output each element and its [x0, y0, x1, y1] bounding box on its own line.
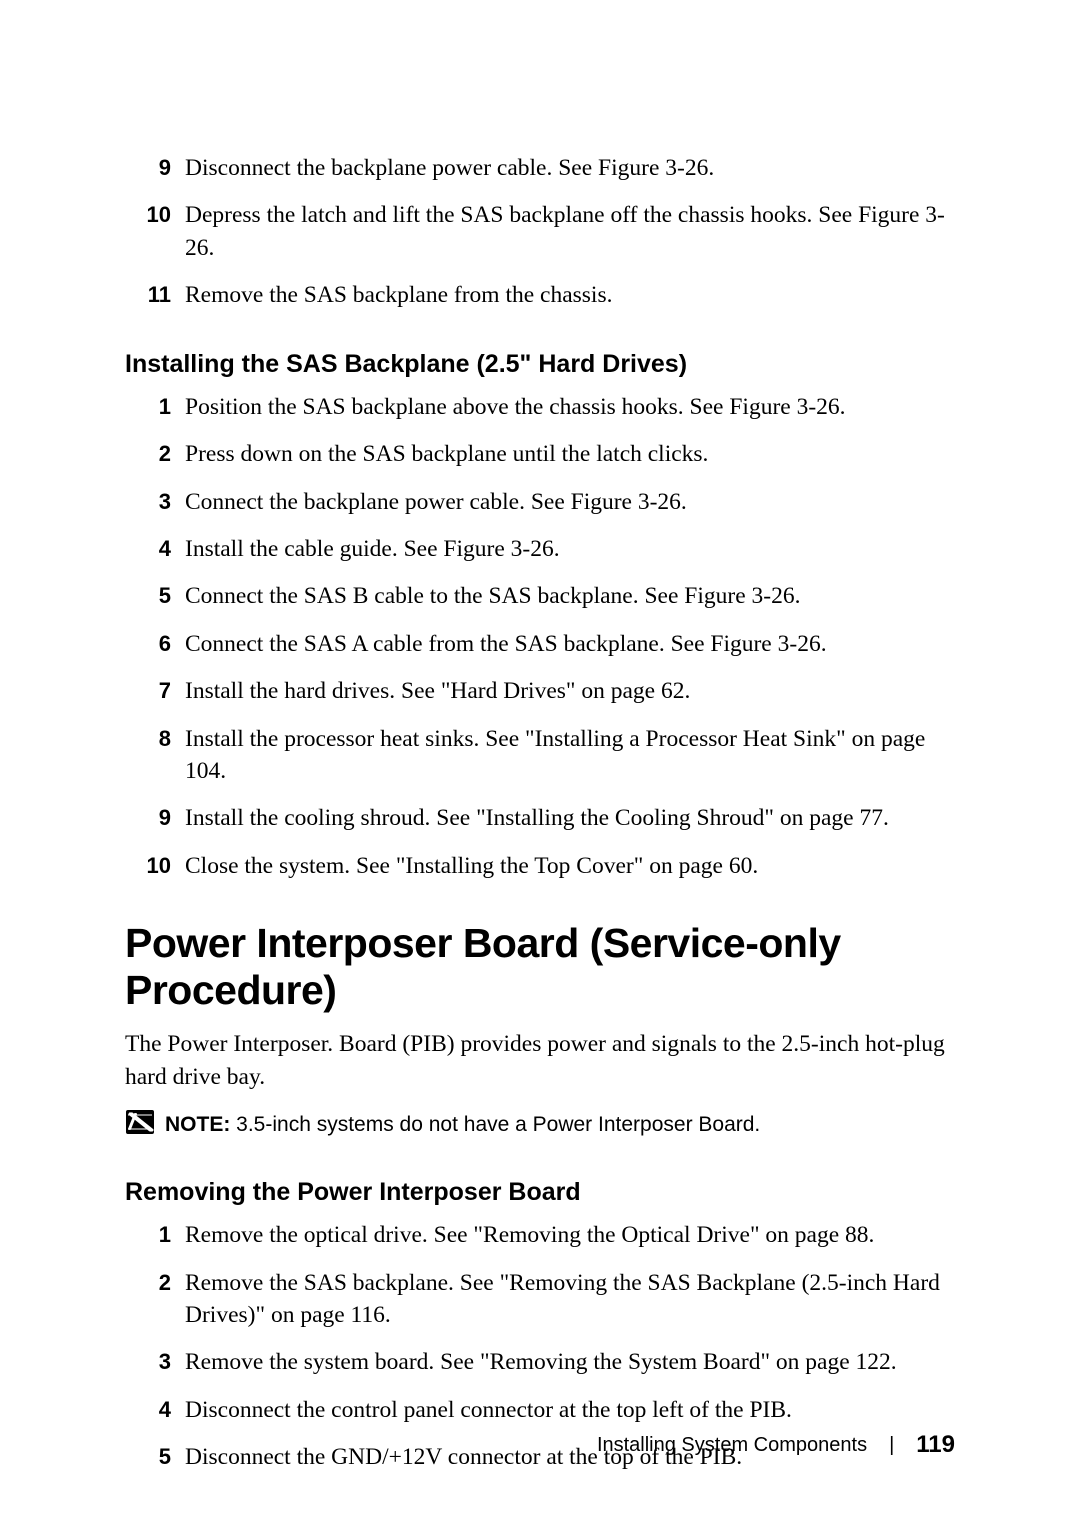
step-text: Install the cooling shroud. See "Install… — [185, 802, 955, 834]
list-item: 6 Connect the SAS A cable from the SAS ba… — [125, 628, 955, 660]
step-text: Remove the SAS backplane. See "Removing … — [185, 1267, 955, 1332]
step-number: 7 — [125, 678, 171, 704]
list-item: 4 Install the cable guide. See Figure 3-2… — [125, 533, 955, 565]
step-number: 8 — [125, 726, 171, 752]
step-text: Position the SAS backplane above the cha… — [185, 391, 955, 423]
step-number: 10 — [125, 202, 171, 228]
step-text: Install the hard drives. See "Hard Drive… — [185, 675, 955, 707]
remove-pib-heading: Removing the Power Interposer Board — [125, 1178, 955, 1207]
install-steps-list: 1 Position the SAS backplane above the ch… — [125, 391, 955, 883]
step-number: 2 — [125, 441, 171, 467]
step-text: Disconnect the control panel connector a… — [185, 1394, 955, 1426]
step-text: Connect the backplane power cable. See F… — [185, 486, 955, 518]
step-number: 5 — [125, 1444, 171, 1470]
step-number: 4 — [125, 536, 171, 562]
step-number: 10 — [125, 853, 171, 879]
list-item: 3 Remove the system board. See "Removing … — [125, 1346, 955, 1378]
step-text: Connect the SAS B cable to the SAS backp… — [185, 580, 955, 612]
note-label: NOTE: — [165, 1113, 230, 1136]
step-text: Close the system. See "Installing the To… — [185, 850, 955, 882]
footer-page-number: 119 — [916, 1431, 955, 1459]
step-number: 5 — [125, 583, 171, 609]
list-item: 9 Install the cooling shroud. See "Instal… — [125, 802, 955, 834]
list-item: 2 Press down on the SAS backplane until t… — [125, 438, 955, 470]
page-footer: Installing System Components | 119 — [597, 1431, 955, 1459]
list-item: 11 Remove the SAS backplane from the cha… — [125, 279, 955, 311]
note-icon — [125, 1109, 155, 1140]
list-item: 1 Position the SAS backplane above the ch… — [125, 391, 955, 423]
list-item: 7 Install the hard drives. See "Hard Driv… — [125, 675, 955, 707]
step-text: Disconnect the backplane power cable. Se… — [185, 152, 955, 184]
step-text: Remove the system board. See "Removing t… — [185, 1346, 955, 1378]
step-number: 4 — [125, 1397, 171, 1423]
list-item: 4 Disconnect the control panel connector … — [125, 1394, 955, 1426]
list-item: 10 Depress the latch and lift the SAS ba… — [125, 199, 955, 264]
list-item: 3 Connect the backplane power cable. See … — [125, 486, 955, 518]
step-number: 2 — [125, 1270, 171, 1296]
step-number: 9 — [125, 155, 171, 181]
step-text: Connect the SAS A cable from the SAS bac… — [185, 628, 955, 660]
list-item: 10 Close the system. See "Installing the … — [125, 850, 955, 882]
footer-separator: | — [889, 1434, 894, 1457]
note-body: 3.5-inch systems do not have a Power Int… — [230, 1113, 760, 1136]
pib-intro-paragraph: The Power Interposer. Board (PIB) provid… — [125, 1028, 955, 1093]
top-steps-list: 9 Disconnect the backplane power cable. … — [125, 152, 955, 312]
pib-main-heading: Power Interposer Board (Service-only Pro… — [125, 920, 955, 1014]
step-text: Depress the latch and lift the SAS backp… — [185, 199, 955, 264]
footer-section-name: Installing System Components — [597, 1434, 867, 1457]
note-text: NOTE: 3.5-inch systems do not have a Pow… — [165, 1113, 760, 1137]
list-item: 2 Remove the SAS backplane. See "Removing… — [125, 1267, 955, 1332]
step-text: Install the cable guide. See Figure 3-26… — [185, 533, 955, 565]
step-number: 1 — [125, 1222, 171, 1248]
list-item: 9 Disconnect the backplane power cable. … — [125, 152, 955, 184]
step-number: 9 — [125, 805, 171, 831]
install-backplane-heading: Installing the SAS Backplane (2.5" Hard … — [125, 350, 955, 379]
step-number: 6 — [125, 631, 171, 657]
note-block: NOTE: 3.5-inch systems do not have a Pow… — [125, 1109, 955, 1140]
step-number: 3 — [125, 1349, 171, 1375]
step-text: Remove the optical drive. See "Removing … — [185, 1219, 955, 1251]
step-text: Press down on the SAS backplane until th… — [185, 438, 955, 470]
list-item: 5 Connect the SAS B cable to the SAS back… — [125, 580, 955, 612]
step-text: Install the processor heat sinks. See "I… — [185, 723, 955, 788]
list-item: 8 Install the processor heat sinks. See "… — [125, 723, 955, 788]
step-number: 11 — [125, 282, 171, 308]
document-page: 9 Disconnect the backplane power cable. … — [0, 0, 1080, 1529]
list-item: 1 Remove the optical drive. See "Removing… — [125, 1219, 955, 1251]
step-number: 3 — [125, 489, 171, 515]
step-text: Remove the SAS backplane from the chassi… — [185, 279, 955, 311]
step-number: 1 — [125, 394, 171, 420]
